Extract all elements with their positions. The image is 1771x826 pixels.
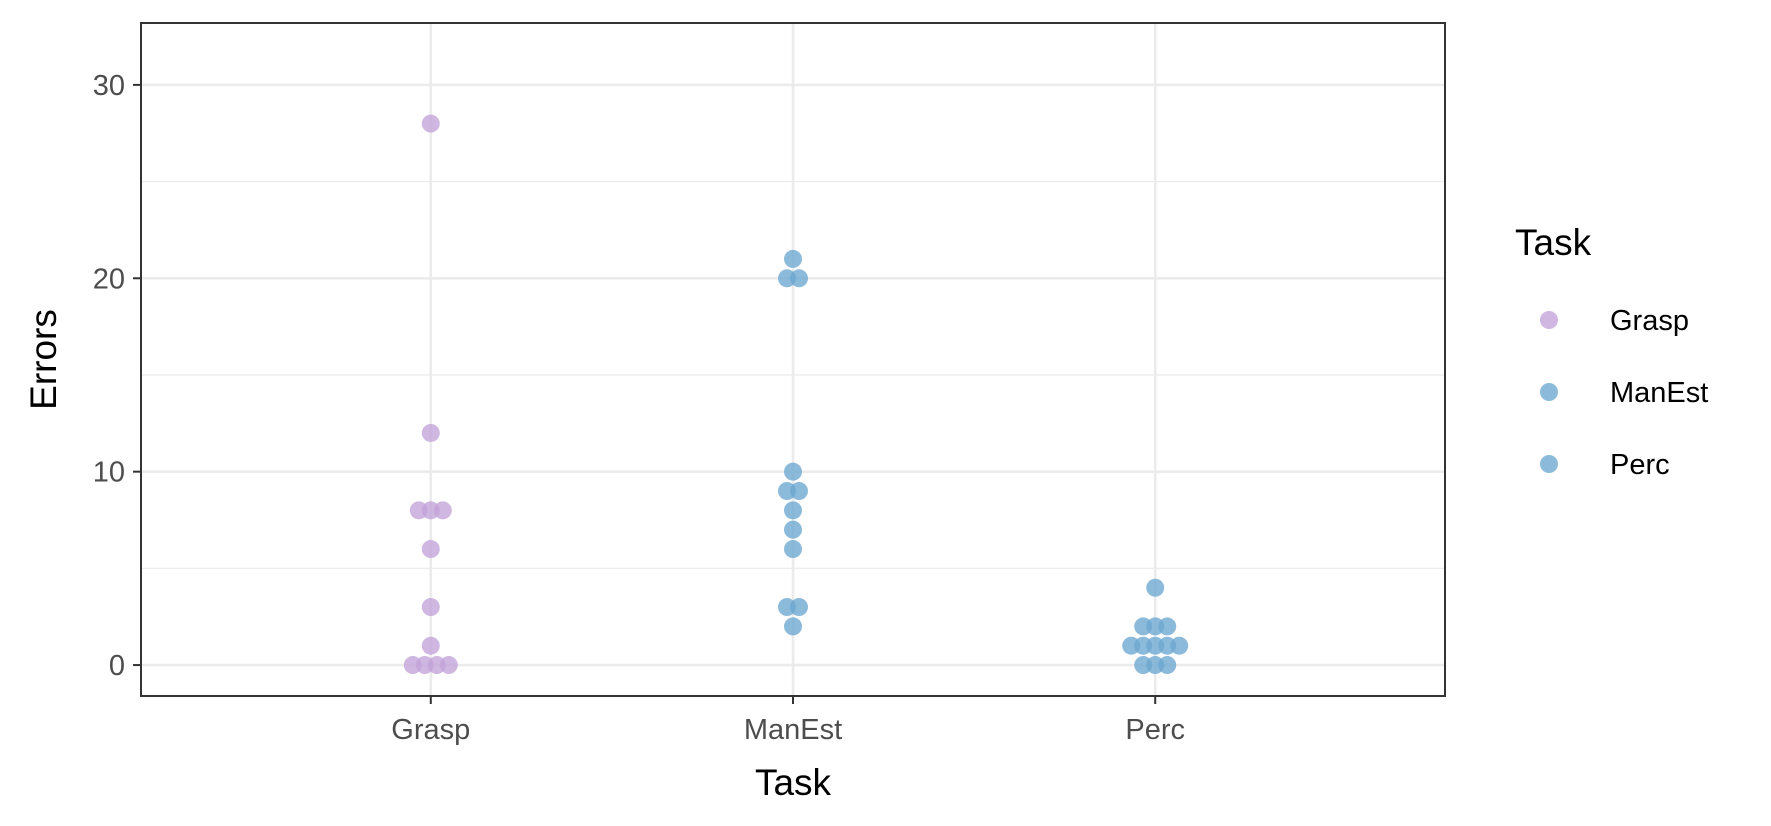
- x-tick-label: Grasp: [391, 714, 470, 746]
- x-axis: Grasp ManEst Perc: [391, 696, 1185, 746]
- x-tick-label: ManEst: [744, 714, 842, 746]
- data-point-grasp: [421, 423, 440, 442]
- legend-label-grasp: Grasp: [1610, 305, 1689, 337]
- legend-label-manest: ManEst: [1610, 377, 1708, 409]
- legend-key-grasp: [1540, 311, 1558, 329]
- legend: Task Grasp ManEst Perc: [1515, 222, 1708, 481]
- y-tick-label: 0: [109, 650, 125, 682]
- data-point-manest: [784, 617, 802, 636]
- data-point-manest: [790, 482, 808, 501]
- data-point-manest: [784, 520, 802, 539]
- data-point-grasp: [421, 636, 440, 655]
- data-point-perc: [1158, 617, 1177, 636]
- data-point-perc: [1158, 656, 1177, 675]
- data-point-grasp: [439, 656, 458, 675]
- data-point-grasp: [421, 598, 440, 617]
- plot-panel: [141, 23, 1445, 696]
- data-point-manest: [784, 540, 802, 559]
- data-point-manest: [790, 269, 808, 288]
- legend-key-manest: [1540, 383, 1558, 401]
- data-point-manest: [784, 462, 802, 481]
- data-point-manest: [784, 249, 802, 268]
- y-tick-label: 30: [93, 70, 125, 102]
- data-point-grasp: [421, 540, 440, 559]
- legend-title: Task: [1515, 222, 1592, 263]
- data-point-perc: [1146, 578, 1165, 597]
- data-points: [403, 114, 1189, 675]
- data-point-manest: [790, 598, 808, 617]
- data-point-grasp: [421, 114, 440, 133]
- y-axis-title: Errors: [23, 309, 64, 410]
- y-axis: 0 10 20 30: [93, 70, 141, 682]
- data-point-manest: [784, 501, 802, 520]
- x-axis-title: Task: [755, 762, 832, 803]
- legend-label-perc: Perc: [1610, 449, 1670, 481]
- legend-key-perc: [1540, 455, 1558, 473]
- x-tick-label: Perc: [1125, 714, 1185, 746]
- y-tick-label: 20: [93, 263, 125, 295]
- data-point-grasp: [433, 501, 452, 520]
- y-tick-label: 10: [93, 457, 125, 489]
- data-point-perc: [1170, 636, 1189, 655]
